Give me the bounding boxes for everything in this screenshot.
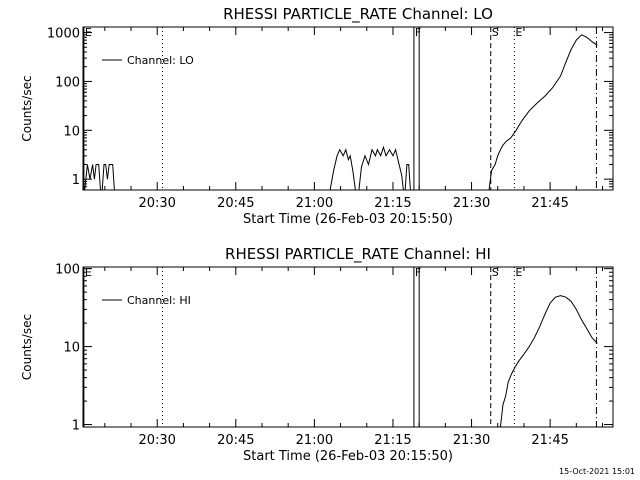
y-tick-label: 1 (72, 173, 80, 188)
x-tick-label: 21:45 (531, 433, 568, 448)
x-tick-label: 21:15 (374, 196, 411, 211)
x-tick-label: 21:00 (296, 196, 333, 211)
y-axis-label: Counts/sec (20, 314, 34, 380)
event-marker-label: S (492, 266, 499, 279)
y-tick-label: 10 (63, 341, 80, 356)
y-tick-label: 1 (72, 419, 80, 434)
x-tick-label: 20:30 (138, 196, 175, 211)
event-marker-label: F (415, 26, 421, 39)
event-markers (83, 267, 597, 427)
series-line-segment (84, 164, 101, 190)
event-marker-label: S (492, 26, 499, 39)
legend-entry: Channel: HI (127, 294, 191, 307)
series-line-segment (499, 295, 598, 427)
x-tick-label: 21:45 (531, 196, 568, 211)
data-series (84, 34, 598, 190)
chart-title: RHESSI PARTICLE_RATE Channel: HI (225, 245, 491, 264)
series-line-segment (358, 145, 404, 190)
chart-panels: RHESSI PARTICLE_RATE Channel: LO Start Ti… (20, 5, 614, 464)
y-tick-label: 1000 (47, 27, 80, 42)
x-tick-label: 21:30 (453, 196, 490, 211)
series-line-segment (488, 34, 598, 190)
chart-panel-hi: RHESSI PARTICLE_RATE Channel: HI Start Ti… (20, 245, 614, 464)
chart-panel-lo: RHESSI PARTICLE_RATE Channel: LO Start Ti… (20, 5, 614, 227)
y-axis-label: Counts/sec (20, 75, 34, 141)
data-series (499, 295, 598, 427)
x-axis-label: Start Time (26-Feb-03 20:15:50) (243, 212, 453, 227)
x-tick-label: 20:30 (138, 433, 175, 448)
x-axis-label: Start Time (26-Feb-03 20:15:50) (243, 449, 453, 464)
event-marker-label: E (515, 266, 522, 279)
legend-entry: Channel: LO (127, 54, 194, 67)
x-tick-label: 20:45 (217, 196, 254, 211)
plot-frame (82, 26, 614, 191)
series-line-segment (329, 148, 356, 190)
event-marker-label: E (85, 26, 92, 39)
event-marker-label: E (85, 266, 92, 279)
series-line-segment (101, 164, 115, 190)
chart-title: RHESSI PARTICLE_RATE Channel: LO (223, 5, 493, 24)
x-tick-label: 21:15 (374, 433, 411, 448)
generation-timestamp: 15-Oct-2021 15:01 (559, 467, 635, 476)
x-tick-label: 21:30 (453, 433, 490, 448)
event-marker-label: E (515, 26, 522, 39)
x-tick-label: 21:00 (296, 433, 333, 448)
y-tick-label: 100 (55, 75, 80, 90)
y-tick-label: 100 (55, 263, 80, 278)
series-line-segment (404, 164, 411, 190)
y-tick-label: 10 (63, 124, 80, 139)
event-marker-label: F (415, 266, 421, 279)
x-tick-label: 20:45 (217, 433, 254, 448)
event-markers (83, 27, 597, 190)
